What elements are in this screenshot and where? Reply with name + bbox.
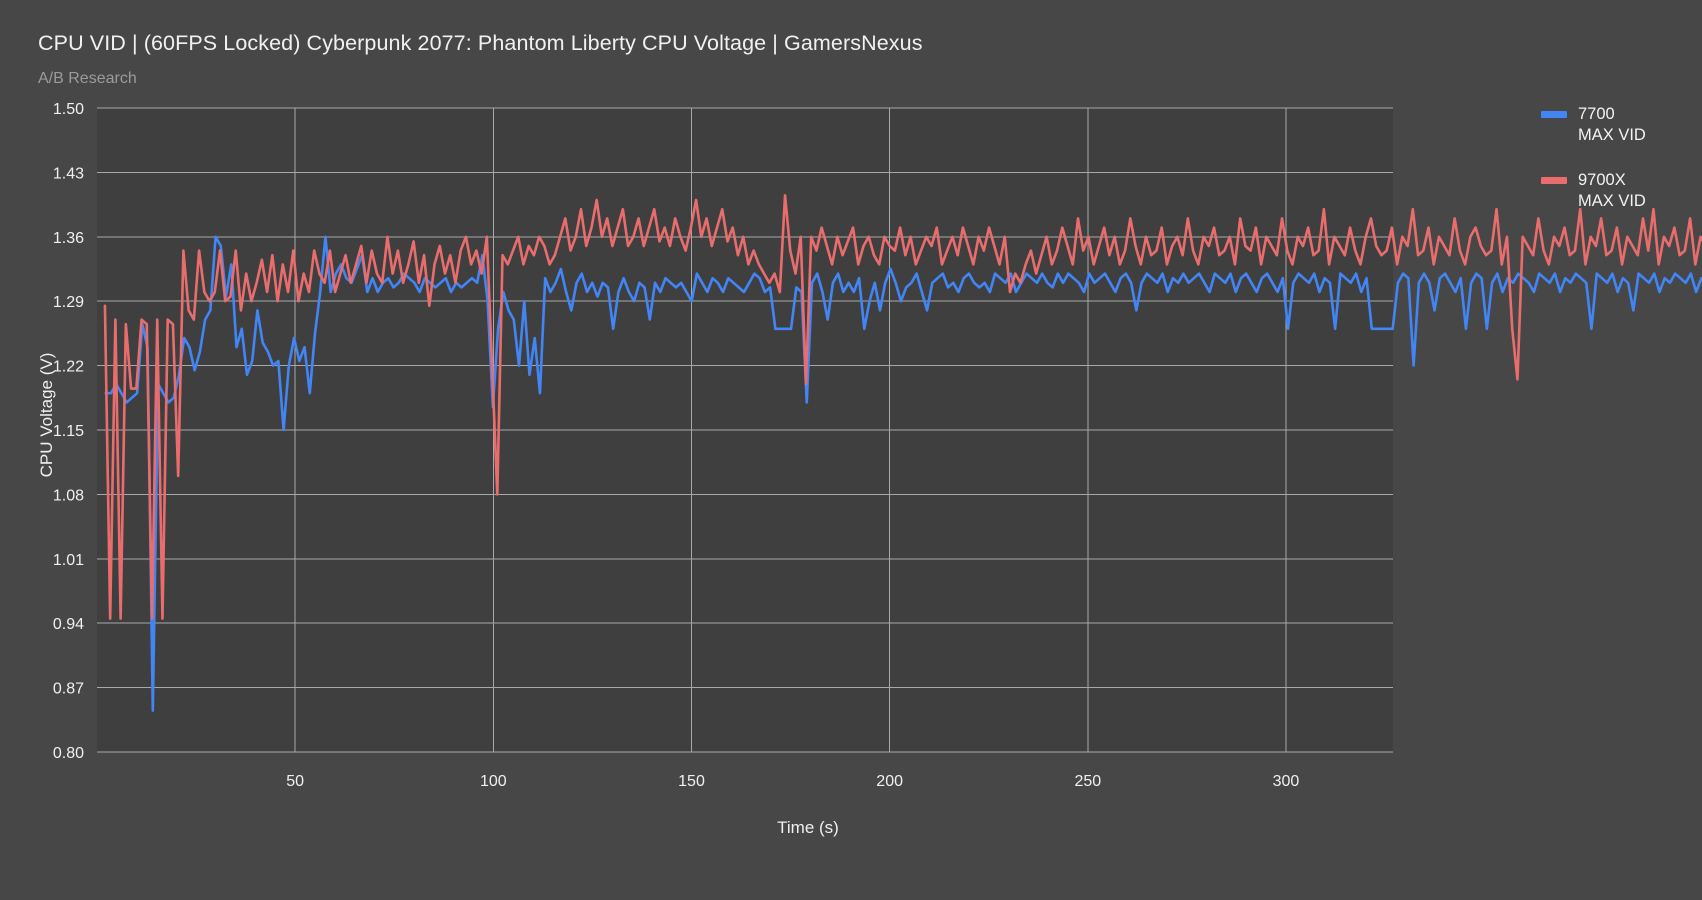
x-tick-label: 100 [480,773,507,790]
legend-swatch-icon [1541,177,1567,184]
y-tick-label: 1.22 [53,359,84,376]
chart-title: CPU VID | (60FPS Locked) Cyberpunk 2077:… [38,31,923,55]
y-tick-label: 0.80 [53,745,84,762]
legend-sublabel-series-2: MAX VID [1578,192,1646,210]
y-tick-label: 1.43 [53,165,84,182]
legend-label-series-1: 7700 [1578,105,1615,123]
x-axis-title: Time (s) [777,818,839,837]
chart-legend: 7700 MAX VID 9700X MAX VID [1541,104,1702,236]
y-tick-label: 1.01 [53,552,84,569]
legend-item-series-1[interactable]: 7700 MAX VID [1541,104,1702,146]
y-tick-label: 1.15 [53,423,84,440]
chart-subtitle: A/B Research [38,70,137,87]
x-tick-label: 200 [876,773,903,790]
series-line-2 [103,194,1702,620]
legend-label-group: 7700 MAX VID [1578,104,1646,146]
y-tick-label: 1.29 [53,294,84,311]
legend-item-series-2[interactable]: 9700X MAX VID [1541,170,1702,212]
legend-label-group: 9700X MAX VID [1578,170,1646,212]
legend-label-series-2: 9700X [1578,171,1626,189]
legend-sublabel-series-1: MAX VID [1578,126,1646,144]
y-tick-label: 0.94 [53,616,84,633]
y-axis-title: CPU Voltage (V) [37,353,56,478]
series-line-1 [104,235,1702,712]
x-tick-label: 150 [678,773,705,790]
y-tick-label: 1.36 [53,230,84,247]
y-tick-label: 0.87 [53,681,84,698]
x-tick-label: 50 [286,773,304,790]
y-tick-label: 1.08 [53,487,84,504]
x-tick-label: 300 [1273,773,1300,790]
x-tick-label: 250 [1074,773,1101,790]
y-tick-label: 1.50 [53,101,84,118]
legend-swatch-icon [1541,111,1567,118]
